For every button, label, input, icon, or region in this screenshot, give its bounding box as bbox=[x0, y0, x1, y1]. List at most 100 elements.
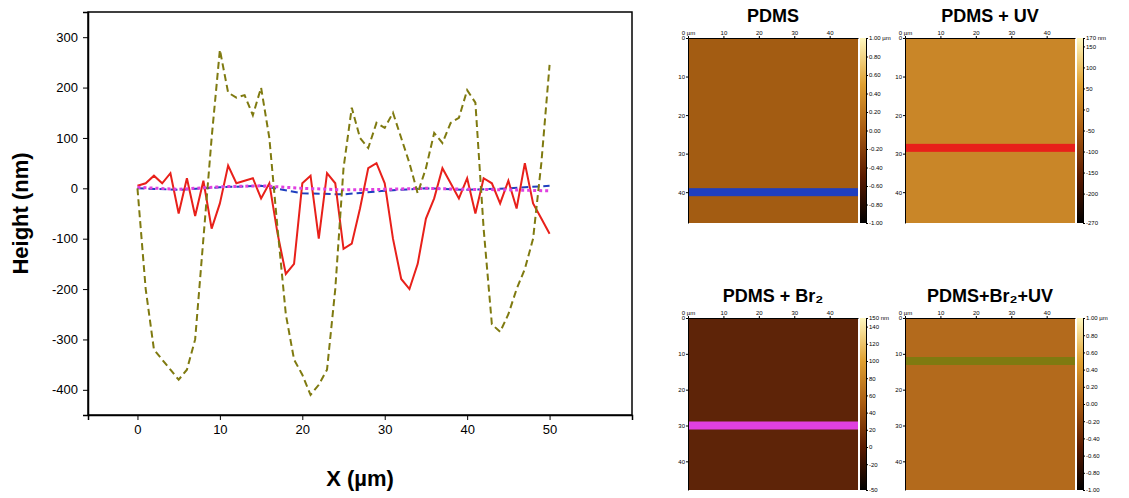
colorbar-axis-tick: 20 bbox=[866, 427, 876, 433]
colorbar-axis-tick-mark bbox=[866, 112, 868, 113]
colorbar-axis-tick-mark bbox=[866, 447, 868, 448]
afm-image bbox=[905, 318, 1075, 490]
image-x-axis-tick-label: 30 bbox=[1008, 310, 1015, 316]
image-y-axis-tick: 40 bbox=[678, 459, 688, 465]
panel-title: PDMS+Br₂+UV bbox=[927, 286, 1053, 306]
colorbar-axis-tick-mark bbox=[866, 131, 868, 132]
image-x-axis-tick-mark bbox=[794, 36, 795, 38]
colorbar-axis-tick-mark bbox=[866, 490, 868, 491]
image-y-axis-tick-label: 10 bbox=[895, 74, 902, 80]
colorbar-axis-tick-label: 40 bbox=[869, 410, 876, 416]
colorbar-axis-tick-label: 0.20 bbox=[869, 109, 881, 115]
colorbar-axis-tick-label: -0.20 bbox=[869, 146, 883, 152]
image-x-axis-tick-mark bbox=[830, 316, 831, 318]
image-x-axis-tick-label: 40 bbox=[827, 30, 834, 36]
image-x-axis-tick-mark bbox=[723, 316, 724, 318]
colorbar-axis: 1.00 µm0.800.600.400.200.00-0.20-0.40-0.… bbox=[1083, 315, 1108, 493]
image-x-axis-tick: 10 bbox=[938, 310, 945, 318]
image-x-axis-tick-label: 20 bbox=[973, 310, 980, 316]
y-axis-tick: 0 bbox=[71, 181, 88, 196]
image-x-axis: 0 µm10203040 bbox=[899, 310, 1076, 319]
image-y-axis-tick-label: 0 bbox=[899, 315, 903, 321]
colorbar-axis-tick-label: 0.80 bbox=[869, 54, 881, 60]
colorbar-axis-tick: 120 bbox=[866, 341, 880, 347]
colorbar-axis-tick: 140 bbox=[866, 324, 880, 330]
image-x-axis-tick: 40 bbox=[1044, 310, 1051, 318]
colorbar-axis-tick: 0.80 bbox=[866, 54, 881, 60]
image-y-axis-tick-label: 30 bbox=[678, 151, 685, 157]
colorbar-axis-tick: 0.80 bbox=[1083, 333, 1098, 339]
colorbar-axis-tick-label: -0.80 bbox=[869, 202, 883, 208]
colorbar-axis-tick-label: 0.00 bbox=[869, 128, 881, 134]
image-y-axis-tick-label: 40 bbox=[678, 190, 685, 196]
image-x-axis-tick-mark bbox=[905, 316, 906, 318]
profile-stripe bbox=[688, 188, 858, 196]
image-y-axis-tick-mark bbox=[686, 192, 688, 193]
colorbar bbox=[860, 38, 866, 223]
image-x-axis-tick-label: 10 bbox=[938, 30, 945, 36]
y-axis-tick: 200 bbox=[56, 80, 88, 95]
image-y-axis-tick-mark bbox=[903, 192, 905, 193]
colorbar-axis-tick-label: 60 bbox=[869, 393, 876, 399]
afm-panel: PDMS + UV0 µm10203040010203040170 nm1501… bbox=[895, 6, 1106, 226]
y-axis-tick: -200 bbox=[52, 282, 88, 297]
image-x-axis-tick-mark bbox=[1011, 36, 1012, 38]
x-axis-tick-mark bbox=[302, 415, 303, 420]
image-x-axis-tick-label: 40 bbox=[1044, 30, 1051, 36]
colorbar-axis-tick-mark bbox=[1083, 38, 1085, 39]
colorbar-axis-tick-label: 150 nm bbox=[869, 315, 889, 321]
colorbar-axis-tick: -200 bbox=[1083, 191, 1099, 197]
colorbar-axis-tick: -0.80 bbox=[866, 202, 883, 208]
y-axis-tick-mark bbox=[83, 390, 88, 391]
colorbar-axis-tick-mark bbox=[1083, 223, 1085, 224]
colorbar-axis-tick: 100 bbox=[866, 358, 880, 364]
y-axis-tick-label: 200 bbox=[56, 80, 78, 95]
image-y-axis-tick-mark bbox=[686, 38, 688, 39]
colorbar-axis-tick-label: 0.20 bbox=[1086, 384, 1098, 390]
y-axis-tick-mark bbox=[83, 138, 88, 139]
colorbar-axis-tick: -0.40 bbox=[866, 165, 883, 171]
image-x-axis-tick: 40 bbox=[827, 30, 834, 38]
image-x-axis-tick-label: 20 bbox=[756, 30, 763, 36]
series-line bbox=[137, 50, 549, 395]
image-y-axis-tick-label: 20 bbox=[895, 387, 902, 393]
colorbar-axis-tick-label: -0.60 bbox=[869, 183, 883, 189]
image-y-axis-tick-label: 10 bbox=[895, 351, 902, 357]
image-y-axis-tick-label: 40 bbox=[895, 190, 902, 196]
image-y-axis-tick-mark bbox=[903, 38, 905, 39]
image-x-axis-tick-mark bbox=[759, 316, 760, 318]
image-x-axis-tick-mark bbox=[688, 36, 689, 38]
colorbar-axis-tick-label: 0.80 bbox=[1086, 333, 1098, 339]
image-y-axis-tick-label: 30 bbox=[678, 423, 685, 429]
y-axis-tick-label: 300 bbox=[56, 30, 78, 45]
colorbar-axis-tick-label: 150 bbox=[1086, 44, 1097, 50]
image-y-axis-tick: 10 bbox=[678, 351, 688, 357]
y-axis-tick-mark bbox=[83, 37, 88, 38]
colorbar-axis-tick-mark bbox=[1083, 194, 1085, 195]
x-axis-tick-label: 30 bbox=[378, 422, 392, 437]
x-axis-tick: 40 bbox=[460, 415, 474, 437]
colorbar-axis-tick: -1.00 bbox=[1083, 487, 1100, 493]
colorbar-axis-tick: 0.00 bbox=[866, 128, 881, 134]
image-y-axis-tick-mark bbox=[903, 354, 905, 355]
image-y-axis-tick: 20 bbox=[678, 113, 688, 119]
afm-image bbox=[688, 318, 858, 490]
image-x-axis-tick-label: 10 bbox=[721, 310, 728, 316]
colorbar-axis-tick-label: 0.40 bbox=[1086, 367, 1098, 373]
colorbar-axis-tick: -20 bbox=[866, 462, 878, 468]
colorbar-axis-tick-label: 20 bbox=[869, 427, 876, 433]
image-y-axis-tick: 0 bbox=[899, 35, 905, 41]
image-y-axis-tick-mark bbox=[686, 426, 688, 427]
colorbar-axis-tick: 0 bbox=[1083, 107, 1090, 113]
image-x-axis-tick-mark bbox=[905, 36, 906, 38]
colorbar-axis-tick-mark bbox=[866, 344, 868, 345]
colorbar-axis-tick-label: -100 bbox=[1086, 149, 1099, 155]
image-x-axis-tick: 30 bbox=[791, 30, 798, 38]
x-axis-tick: 0 bbox=[134, 415, 141, 437]
colorbar-axis-tick-mark bbox=[1083, 88, 1085, 89]
plot-frame bbox=[88, 12, 632, 415]
y-axis-tick-label: -300 bbox=[52, 332, 78, 347]
image-y-axis-tick: 40 bbox=[678, 190, 688, 196]
colorbar-axis-tick: -0.20 bbox=[866, 146, 883, 152]
x-axis: 01020304050 bbox=[89, 415, 633, 437]
